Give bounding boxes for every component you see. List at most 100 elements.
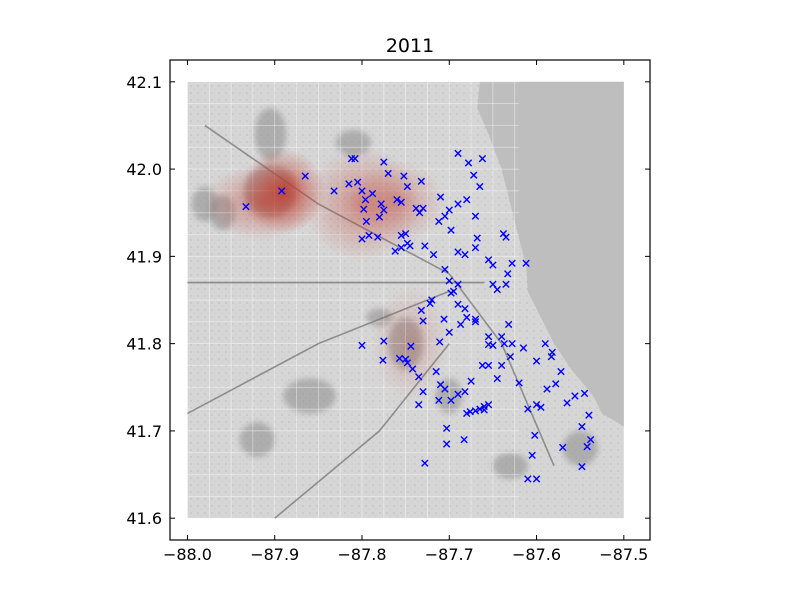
scatter-point	[461, 305, 469, 313]
scatter-point	[524, 475, 532, 483]
scatter-point	[441, 212, 449, 220]
map-lake	[477, 81, 624, 427]
scatter-point	[519, 344, 528, 352]
scatter-point	[379, 356, 387, 364]
scatter-point	[360, 205, 368, 213]
scatter-point	[473, 234, 481, 242]
scatter-point	[419, 204, 427, 213]
scatter-point	[502, 233, 510, 241]
scatter-point	[401, 229, 410, 238]
scatter-point	[454, 149, 462, 158]
scatter-point	[497, 332, 506, 341]
scatter-point	[552, 380, 560, 388]
scatter-point	[377, 200, 385, 208]
x-tick-label: −87.9	[250, 545, 299, 564]
scatter-point	[454, 300, 462, 309]
scatter-point	[559, 443, 567, 452]
scatter-point	[456, 320, 465, 329]
scatter-point	[461, 250, 469, 259]
y-tick-label: 42.0	[126, 160, 162, 179]
scatter-point	[454, 390, 462, 398]
scatter-point	[493, 374, 501, 383]
scatter-point	[403, 239, 412, 247]
scatter-point	[454, 200, 462, 208]
scatter-point	[417, 177, 426, 186]
scatter-point	[470, 171, 478, 179]
scatter-point	[408, 365, 417, 373]
scatter-point	[463, 313, 471, 322]
scatter-point	[441, 385, 449, 393]
x-tick-label: −87.5	[599, 545, 648, 564]
scatter-point	[242, 202, 250, 211]
scatter-point	[585, 411, 593, 419]
scatter-point	[447, 396, 455, 405]
scatter-point	[330, 187, 338, 195]
scatter-point	[417, 306, 426, 315]
scatter-point	[478, 154, 487, 163]
scatter-point	[484, 361, 493, 370]
y-tick-label: 41.9	[126, 247, 162, 266]
scatter-point	[419, 317, 427, 325]
scatter-point	[442, 424, 451, 432]
scatter-point	[460, 435, 468, 444]
scatter-point	[484, 401, 493, 409]
scatter-point	[429, 250, 438, 259]
scatter-point	[432, 367, 440, 376]
scatter-point	[365, 231, 373, 240]
scatter-point	[421, 242, 429, 250]
scatter-point	[471, 318, 480, 326]
scatter-point	[454, 280, 462, 288]
scatter-point	[397, 198, 405, 206]
scatter-point	[435, 396, 443, 405]
scatter-point	[442, 440, 451, 448]
scatter-point	[541, 339, 549, 348]
scatter-point	[543, 385, 551, 393]
heatmap-layer	[204, 146, 449, 402]
scatter-point	[578, 422, 586, 431]
scatter-point	[586, 435, 595, 444]
scatter-point	[407, 342, 415, 350]
scatter-point	[484, 340, 493, 349]
x-axis: −88.0 −87.9 −87.8 −87.7 −87.6 −87.5	[163, 60, 648, 564]
scatter-point	[508, 339, 516, 348]
scatter-point	[547, 353, 556, 361]
scatter-point	[380, 158, 388, 166]
scatter-point	[464, 159, 473, 167]
y-tick-label: 41.8	[126, 335, 162, 354]
scatter-point	[415, 373, 423, 381]
scatter-point	[380, 337, 388, 345]
scatter-point	[461, 387, 469, 396]
scatter-point	[467, 377, 475, 385]
chart-title: 2011	[386, 35, 434, 57]
scatter-point	[403, 182, 412, 191]
scatter-point	[476, 182, 484, 191]
scatter-point	[471, 243, 480, 252]
scatter-point	[361, 195, 370, 204]
scatter-point	[440, 315, 448, 323]
scatter-point	[504, 320, 513, 329]
y-tick-label: 42.1	[126, 73, 162, 92]
scatter-point	[557, 367, 565, 376]
scatter-point	[489, 261, 497, 269]
x-tick-label: −87.8	[337, 545, 386, 564]
scatter-point	[421, 459, 429, 467]
scatter-point	[531, 431, 539, 439]
scatter-point	[502, 280, 510, 288]
scatter-point	[375, 213, 384, 221]
scatter-point	[500, 339, 508, 348]
scatter-points	[242, 149, 595, 483]
scatter-point	[447, 226, 455, 234]
scatter-point	[578, 462, 586, 471]
scatter-point	[478, 361, 487, 370]
y-tick-label: 41.6	[126, 509, 162, 528]
scatter-point	[353, 178, 362, 186]
scatter-point	[358, 341, 366, 350]
scatter-point	[351, 154, 359, 163]
scatter-point	[380, 206, 388, 214]
scatter-point	[374, 233, 382, 241]
scatter-point	[397, 231, 405, 240]
y-tick-label: 41.7	[126, 422, 162, 441]
scatter-point	[524, 405, 532, 413]
scatter-point	[391, 247, 399, 255]
